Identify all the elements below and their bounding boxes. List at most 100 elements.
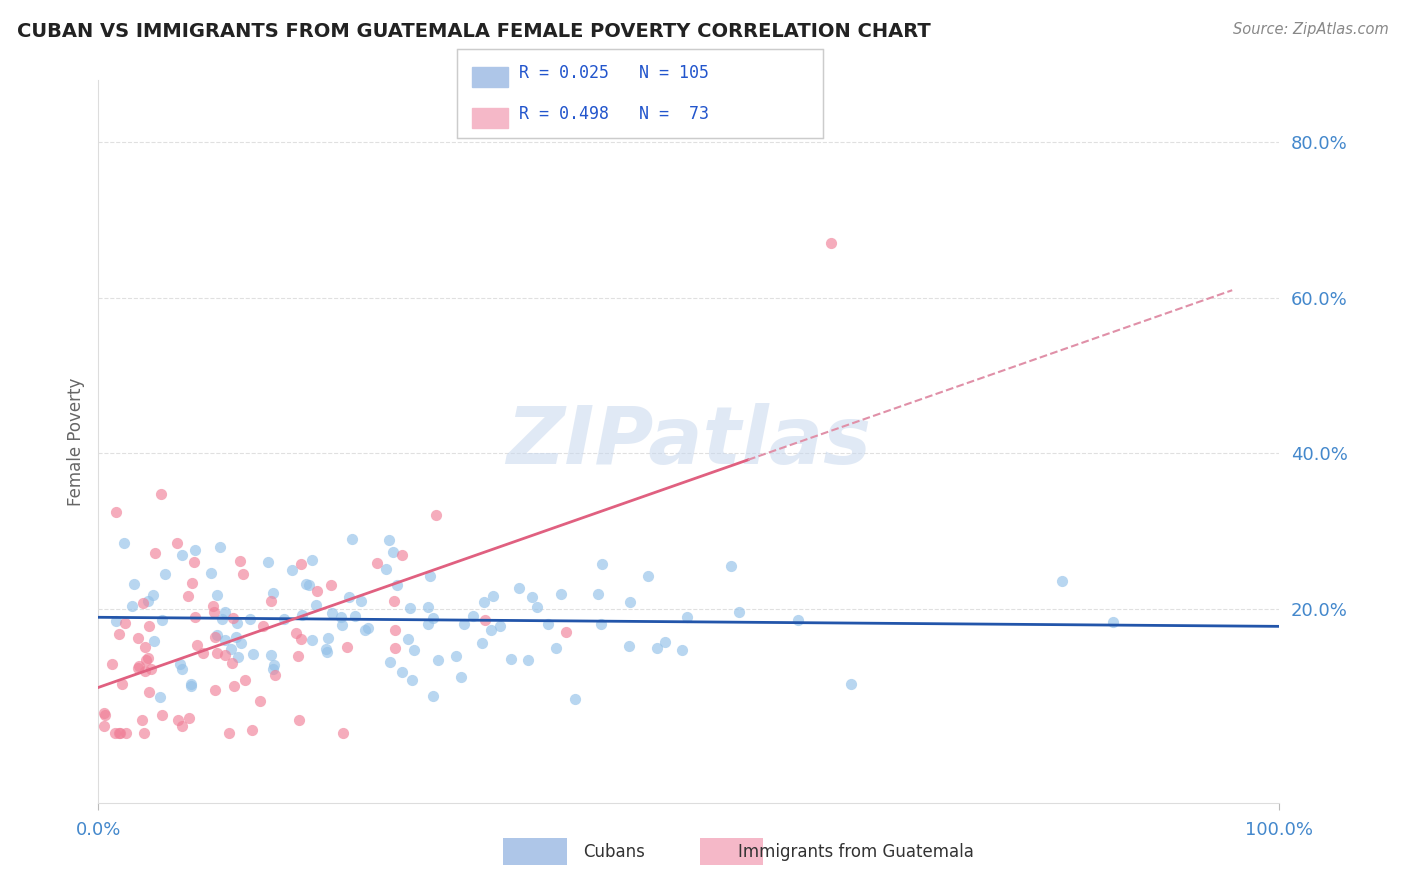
Point bbox=[401, 673, 423, 687]
Point bbox=[149, 690, 172, 705]
Point bbox=[108, 726, 131, 740]
Point bbox=[170, 719, 193, 733]
Point bbox=[170, 548, 193, 562]
Point bbox=[520, 591, 543, 605]
Point bbox=[422, 610, 444, 624]
Point bbox=[104, 726, 127, 740]
Point bbox=[128, 659, 150, 673]
Point bbox=[288, 713, 311, 727]
Point bbox=[385, 578, 408, 592]
Point bbox=[114, 616, 136, 631]
Text: Cubans: Cubans bbox=[583, 843, 645, 861]
Point bbox=[350, 594, 373, 608]
Point bbox=[184, 609, 207, 624]
Point bbox=[301, 633, 323, 648]
Point bbox=[316, 631, 339, 645]
Point bbox=[142, 588, 165, 602]
Point bbox=[166, 713, 188, 727]
Point bbox=[336, 640, 359, 654]
Point bbox=[214, 632, 236, 647]
Point bbox=[225, 630, 247, 644]
Point bbox=[1050, 574, 1073, 588]
Point bbox=[204, 630, 226, 644]
Text: Source: ZipAtlas.com: Source: ZipAtlas.com bbox=[1233, 22, 1389, 37]
Point bbox=[330, 610, 353, 624]
Point bbox=[482, 589, 505, 603]
Point bbox=[366, 556, 388, 570]
Point bbox=[450, 670, 472, 684]
Point bbox=[787, 613, 810, 627]
Point bbox=[637, 569, 659, 583]
Point bbox=[180, 677, 202, 691]
Point bbox=[305, 599, 328, 613]
Point bbox=[232, 566, 254, 581]
Point bbox=[166, 536, 188, 550]
Point bbox=[226, 650, 249, 665]
Point bbox=[108, 627, 131, 641]
Point bbox=[340, 532, 363, 546]
Point bbox=[205, 628, 228, 642]
Point bbox=[343, 608, 366, 623]
Point bbox=[676, 609, 699, 624]
Text: ZIPatlas: ZIPatlas bbox=[506, 402, 872, 481]
Point bbox=[136, 651, 159, 665]
Point bbox=[204, 682, 226, 697]
Point bbox=[425, 508, 447, 522]
Point bbox=[150, 613, 173, 627]
Point bbox=[104, 615, 127, 629]
Point bbox=[332, 726, 354, 740]
Point bbox=[280, 563, 302, 577]
Point bbox=[153, 567, 176, 582]
Point bbox=[550, 587, 572, 601]
Point bbox=[179, 711, 201, 725]
Point bbox=[295, 577, 318, 591]
Point bbox=[820, 236, 842, 251]
Point bbox=[218, 726, 240, 740]
Point bbox=[517, 653, 540, 667]
Point bbox=[382, 545, 405, 559]
Point bbox=[209, 540, 232, 554]
Point bbox=[249, 694, 271, 708]
Point bbox=[720, 559, 742, 574]
Point bbox=[180, 679, 202, 693]
Point bbox=[262, 586, 284, 600]
Point bbox=[135, 653, 157, 667]
Point bbox=[257, 555, 280, 569]
Point bbox=[219, 642, 242, 657]
Point bbox=[262, 663, 284, 677]
Point bbox=[122, 577, 145, 591]
Point bbox=[444, 649, 467, 664]
Point bbox=[226, 615, 249, 630]
Point bbox=[384, 641, 406, 656]
Point bbox=[645, 641, 668, 656]
Point bbox=[418, 599, 440, 614]
Point bbox=[546, 641, 568, 656]
Point bbox=[115, 726, 138, 740]
Point bbox=[142, 634, 165, 648]
Point bbox=[111, 677, 134, 691]
Point bbox=[263, 657, 285, 672]
Point bbox=[239, 612, 262, 626]
Point bbox=[211, 611, 233, 625]
Point bbox=[526, 600, 548, 615]
Point bbox=[242, 647, 264, 661]
Point bbox=[177, 589, 200, 603]
Point bbox=[319, 578, 342, 592]
Point bbox=[1101, 615, 1123, 630]
Point bbox=[501, 652, 523, 666]
Point bbox=[537, 617, 560, 632]
Point bbox=[101, 657, 124, 672]
Point bbox=[121, 599, 143, 613]
Point bbox=[202, 605, 225, 619]
Point bbox=[402, 642, 425, 657]
Point bbox=[229, 635, 252, 649]
Point bbox=[619, 595, 641, 609]
Point bbox=[839, 677, 862, 691]
Point bbox=[138, 684, 160, 698]
Point bbox=[132, 726, 155, 740]
Point bbox=[284, 625, 307, 640]
Point bbox=[93, 706, 115, 721]
Point bbox=[619, 640, 641, 654]
Y-axis label: Female Poverty: Female Poverty bbox=[66, 377, 84, 506]
Point bbox=[290, 607, 312, 622]
